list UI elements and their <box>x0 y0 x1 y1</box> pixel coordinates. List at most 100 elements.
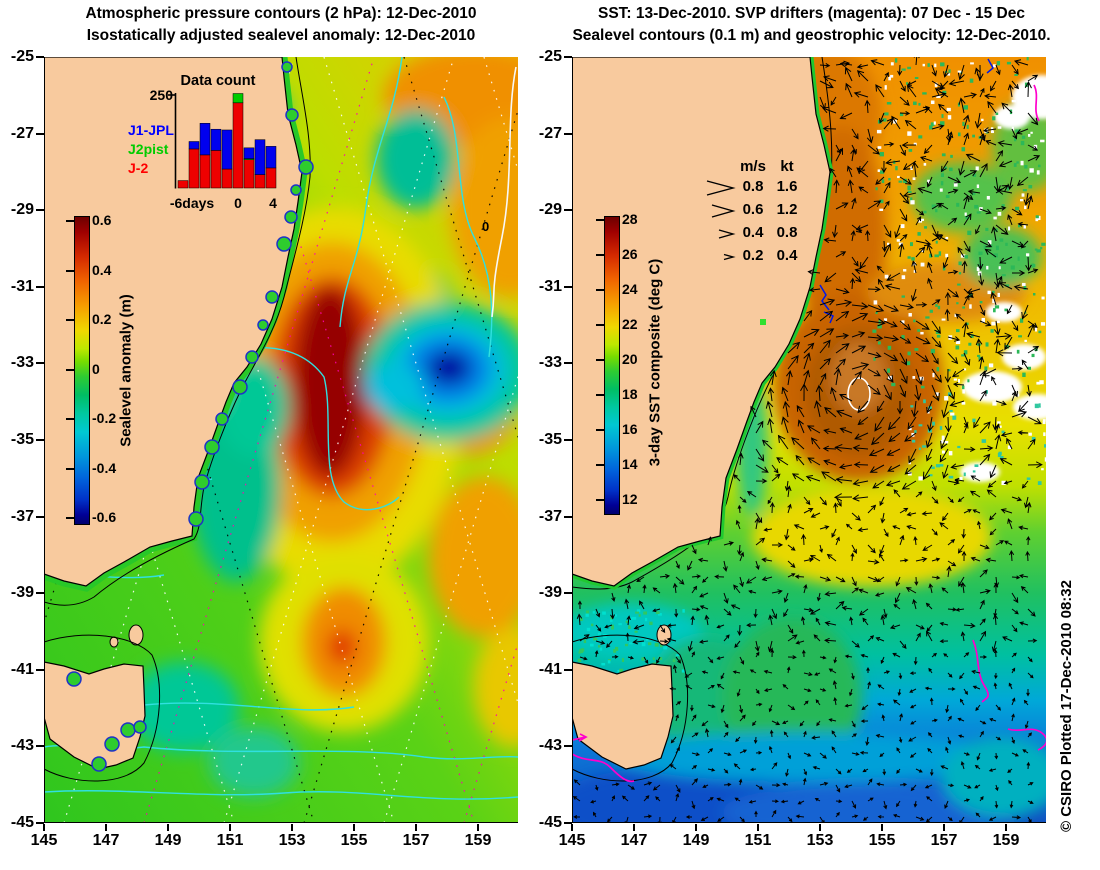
speckle <box>577 658 582 663</box>
speckle <box>1024 339 1027 342</box>
speckle <box>884 112 889 116</box>
y-tick-label: -31 <box>538 277 562 295</box>
speckle <box>618 623 622 626</box>
x-tick-label: 157 <box>930 832 958 849</box>
speckle <box>890 62 894 66</box>
speckle <box>907 190 912 194</box>
speckle <box>917 329 921 332</box>
speckle <box>969 304 972 309</box>
speckle <box>953 378 958 381</box>
colorbar-tick-label: -0.2 <box>92 410 117 426</box>
speckle <box>1014 206 1020 211</box>
speckle <box>901 295 905 298</box>
speckle <box>956 302 959 305</box>
speckle <box>1034 403 1039 409</box>
colorbar-tick-label: 0.4 <box>92 261 112 278</box>
x-tick-label: 147 <box>620 832 648 849</box>
speckle <box>992 401 997 406</box>
speckle <box>887 345 892 350</box>
speckle <box>924 226 928 229</box>
velocity-legend-header-kt: kt <box>780 158 794 175</box>
speckle <box>1005 242 1008 246</box>
speckle <box>972 470 976 473</box>
y-tick-mark <box>564 668 572 671</box>
speckle <box>1037 164 1041 168</box>
speckle <box>609 618 613 622</box>
svp-drifter-tracks <box>572 84 1046 783</box>
speckle <box>936 95 941 99</box>
right-title-line2: Sealevel contours (0.1 m) and geostrophi… <box>572 27 1051 44</box>
speckle <box>993 308 996 313</box>
speckle <box>927 179 931 184</box>
x-tick-mark <box>695 824 697 831</box>
speckle <box>1004 284 1010 287</box>
speckle <box>944 440 949 444</box>
velocity-legend-kt-value: 0.4 <box>776 247 798 264</box>
speckle <box>987 240 992 245</box>
speckle <box>912 177 916 181</box>
speckle <box>950 154 953 158</box>
speckle <box>592 611 595 614</box>
colorbar-tick-mark <box>66 368 74 371</box>
speckle <box>910 197 913 202</box>
speckle <box>638 614 641 617</box>
y-tick-mark <box>36 745 44 748</box>
speckle <box>675 654 680 657</box>
speckle <box>952 415 957 420</box>
speckle <box>962 389 966 394</box>
speckle <box>1006 61 1012 65</box>
speckle <box>895 166 898 171</box>
speckle <box>996 320 1000 324</box>
velocity-legend-arrow <box>723 253 736 261</box>
speckle <box>585 613 589 617</box>
speckle <box>908 426 912 431</box>
speckle <box>593 637 596 641</box>
speckle <box>999 455 1004 459</box>
sealevel-high-core <box>294 287 366 477</box>
anomaly-field-blobs <box>129 57 518 797</box>
x-tick-label: 159 <box>464 832 492 849</box>
speckle <box>914 76 919 80</box>
speckle <box>585 610 590 614</box>
speckle <box>992 116 996 121</box>
speckle <box>1011 99 1017 103</box>
speckle <box>997 211 1002 216</box>
colorbar-tick-mark <box>66 517 74 519</box>
speckle <box>975 166 979 171</box>
y-tick-label: -29 <box>538 201 562 219</box>
speckle <box>1031 353 1035 358</box>
sst-colorbar-label: 3-day SST composite (deg C) <box>646 258 664 467</box>
speckle <box>1040 246 1043 250</box>
y-tick-label: -33 <box>10 354 34 372</box>
y-tick-mark <box>564 56 572 58</box>
colorbar-tick-label: 12 <box>622 491 638 507</box>
speckle <box>969 78 974 83</box>
speckle <box>647 642 652 646</box>
speckle <box>994 305 1000 309</box>
x-tick-mark <box>633 824 635 831</box>
speckle <box>1035 215 1039 219</box>
speckle <box>888 177 891 181</box>
velocity-legend-ms-value: 0.2 <box>742 247 764 264</box>
speckle <box>1016 161 1019 164</box>
speckle <box>614 614 618 617</box>
speckle <box>886 242 890 246</box>
velocity-legend-kt-value: 1.2 <box>776 201 798 218</box>
x-tick-mark <box>881 824 883 831</box>
left-title-line2: Isostatically adjusted sealevel anomaly:… <box>86 27 476 44</box>
inset-x-label: 0 <box>234 195 242 211</box>
colorbar-tick-mark <box>66 467 74 470</box>
speckle <box>923 399 926 404</box>
speckle <box>907 66 911 70</box>
colorbar-tick-label: -0.6 <box>92 509 117 525</box>
tide-gauge-station <box>194 474 210 490</box>
speckle <box>652 657 655 661</box>
speckle <box>957 379 961 383</box>
colorbar-tick-mark <box>596 394 604 396</box>
speckle <box>920 385 925 389</box>
speckle <box>1042 420 1046 425</box>
speckle <box>901 335 905 340</box>
speckle <box>956 202 960 207</box>
speckle <box>931 204 936 209</box>
speckle <box>1021 402 1025 406</box>
